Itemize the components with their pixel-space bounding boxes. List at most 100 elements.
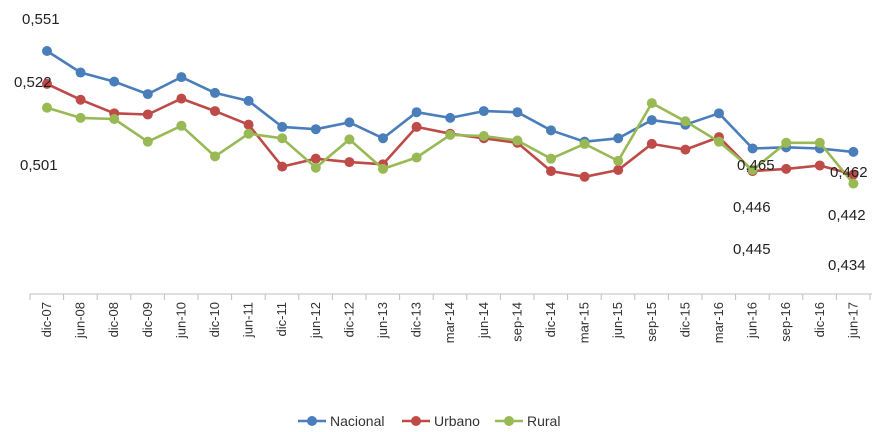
x-tick-label: sep-14: [509, 302, 524, 342]
data-point: [445, 129, 456, 140]
data-point: [243, 95, 254, 106]
data-point: [411, 107, 422, 118]
data-point: [411, 152, 422, 163]
data-point: [277, 121, 288, 132]
legend-swatch-marker: [504, 416, 514, 426]
legend-swatch-marker: [411, 416, 421, 426]
x-tick-label: dic-10: [207, 302, 222, 337]
data-point: [478, 106, 489, 117]
x-tick-label: mar-14: [442, 302, 457, 343]
data-point: [747, 164, 758, 175]
data-point: [75, 112, 86, 123]
data-point: [546, 166, 556, 177]
data-point: [142, 109, 153, 120]
data-label: 0,445: [733, 241, 771, 258]
series-rural: [42, 98, 859, 189]
data-point: [680, 144, 691, 155]
data-point: [378, 163, 388, 174]
data-point: [176, 93, 187, 104]
data-point: [814, 160, 825, 171]
data-point: [42, 102, 52, 113]
x-tick-label: jun-08: [73, 302, 88, 339]
data-point: [747, 143, 758, 154]
x-tick-label: jun-12: [308, 302, 323, 339]
x-tick-label: sep-15: [644, 302, 659, 342]
data-point: [210, 106, 220, 117]
data-point: [613, 164, 624, 175]
x-axis: dic-07 jun-08 dic-08 dic-09 jun-10 dic-10 jun-…: [29, 293, 872, 343]
data-point: [176, 120, 187, 131]
series-lines: [42, 46, 859, 189]
data-point: [478, 130, 489, 141]
data-point: [646, 98, 657, 109]
data-point: [579, 171, 590, 182]
x-tick-label: dic-12: [341, 302, 356, 337]
data-point: [613, 155, 624, 166]
x-tick-label: jun-15: [610, 302, 625, 339]
data-label: 0,522: [14, 74, 52, 91]
data-point: [42, 78, 52, 89]
x-tick-label: dic-15: [677, 302, 692, 337]
data-label: 0,465: [737, 157, 775, 174]
data-point: [714, 108, 724, 119]
data-point: [781, 137, 792, 148]
data-point: [714, 136, 724, 147]
x-tick-label: sep-16: [778, 302, 793, 342]
data-point: [848, 146, 859, 157]
data-point: [646, 115, 657, 126]
data-labels: 0,551 0,522 0,501 0,465 0,446 0,445 0,462 0,442…: [14, 11, 868, 274]
legend-item-rural: Rural: [495, 413, 560, 429]
data-point: [344, 157, 355, 168]
x-tick-label: mar-16: [711, 302, 726, 343]
x-tick-label: dic-11: [274, 302, 289, 336]
x-tick-label: dic-16: [812, 302, 827, 337]
data-point: [243, 119, 254, 130]
data-point: [680, 116, 691, 127]
data-label: 0,501: [20, 157, 58, 174]
legend-label: Rural: [527, 413, 560, 429]
data-point: [277, 161, 288, 172]
data-point: [310, 124, 321, 135]
data-point: [277, 133, 288, 144]
data-point: [546, 125, 556, 136]
x-tick-label: jun-11: [241, 302, 256, 338]
legend-swatch-marker: [307, 416, 317, 426]
data-point: [848, 169, 859, 180]
data-point: [310, 153, 321, 164]
data-label: 0,551: [22, 11, 60, 28]
data-point: [411, 121, 422, 132]
legend-label: Nacional: [330, 413, 384, 429]
data-point: [42, 46, 52, 56]
x-tick-label: jun-13: [375, 302, 390, 339]
data-point: [848, 178, 859, 189]
data-point: [781, 163, 792, 174]
x-tick-label: jun-16: [745, 302, 760, 339]
legend-item-urbano: Urbano: [402, 413, 480, 429]
data-point: [579, 138, 590, 149]
data-point: [109, 76, 120, 87]
data-point: [546, 153, 556, 164]
data-point: [310, 162, 321, 173]
data-point: [445, 112, 456, 123]
data-point: [814, 137, 825, 148]
x-tick-label: dic-14: [543, 302, 558, 337]
data-point: [344, 117, 355, 128]
x-tick-label: jun-10: [173, 302, 188, 339]
x-tick-label: dic-09: [140, 302, 155, 337]
data-point: [613, 133, 624, 144]
x-tick-label: jun-14: [476, 302, 491, 339]
data-label: 0,434: [828, 257, 866, 274]
legend-item-nacional: Nacional: [298, 413, 384, 429]
x-tick-label: dic-13: [409, 302, 424, 337]
x-tick-label: dic-08: [106, 302, 121, 337]
data-label: 0,442: [828, 207, 866, 224]
x-tick-label: dic-07: [39, 302, 54, 337]
data-point: [512, 135, 523, 146]
data-point: [109, 113, 120, 124]
data-point: [75, 94, 86, 105]
legend-label: Urbano: [434, 413, 480, 429]
data-point: [142, 89, 153, 100]
x-tick-label: mar-15: [577, 302, 592, 343]
data-point: [646, 138, 657, 149]
